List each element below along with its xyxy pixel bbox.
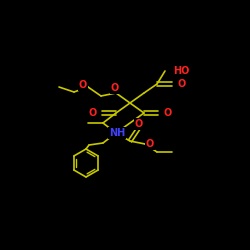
Text: O: O	[146, 139, 154, 149]
Text: NH: NH	[109, 128, 125, 138]
Text: O: O	[177, 79, 185, 89]
Text: O: O	[135, 119, 143, 129]
Text: HO: HO	[173, 66, 190, 76]
Text: O: O	[111, 83, 119, 93]
Text: O: O	[163, 108, 171, 118]
Text: O: O	[79, 80, 87, 90]
Text: O: O	[89, 108, 97, 118]
